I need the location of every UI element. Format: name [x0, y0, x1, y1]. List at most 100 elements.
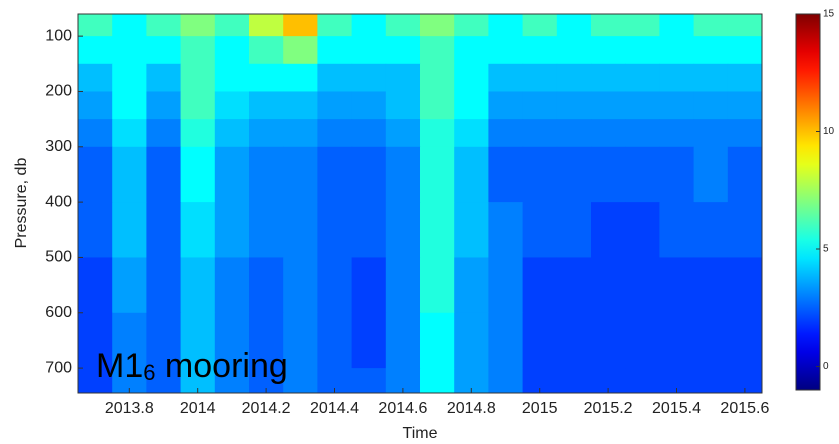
heatmap-cell: [488, 63, 524, 92]
heatmap-cell: [385, 119, 421, 148]
heatmap-cell: [249, 14, 284, 37]
heatmap-cell: [727, 36, 763, 65]
y-axis-label: Pressure, db: [13, 158, 30, 249]
heatmap-cell: [249, 91, 284, 120]
heatmap-cell: [488, 202, 524, 258]
heatmap-cell: [727, 146, 763, 203]
heatmap-cell: [214, 119, 250, 148]
heatmap-cell: [317, 257, 353, 314]
heatmap-cell: [180, 63, 216, 92]
plot-frame: [77, 13, 763, 394]
heatmap-cell: [420, 14, 455, 37]
heatmap-cell: [214, 36, 250, 65]
heatmap-cell: [112, 146, 147, 203]
x-tick-label: 2014.2: [242, 400, 291, 417]
annotation-text: M1: [96, 347, 143, 385]
heatmap-cell: [214, 91, 250, 120]
heatmap-cell: [180, 36, 216, 65]
annotation-subscript: 6: [143, 360, 155, 385]
heatmap-cell: [420, 202, 455, 258]
heatmap-cell: [591, 119, 626, 148]
heatmap-cell: [659, 14, 695, 37]
heatmap-cell: [180, 312, 216, 369]
heatmap-cell: [112, 91, 147, 120]
heatmap-cell: [625, 257, 660, 314]
heatmap-cell: [659, 63, 695, 92]
heatmap-cell: [659, 91, 695, 120]
heatmap-cell: [625, 119, 660, 148]
heatmap-cell: [146, 146, 182, 203]
heatmap-cell: [454, 14, 489, 37]
colorbar-ticks: 0 5 10 15: [816, 9, 835, 372]
heatmap-cell: [146, 36, 182, 65]
heatmap-cell: [283, 368, 318, 394]
heatmap-cell: [249, 63, 284, 92]
y-tick-label: 500: [45, 249, 72, 266]
heatmap-cell: [591, 91, 626, 120]
heatmap-cell: [659, 36, 695, 65]
heatmap-cell: [146, 63, 182, 92]
heatmap-cell: [317, 14, 353, 37]
heatmap-cell: [317, 91, 353, 120]
heatmap-cell: [214, 14, 250, 37]
heatmap-cell: [522, 14, 558, 37]
heatmap-cell: [522, 202, 558, 258]
heatmap-cell: [556, 312, 592, 369]
heatmap-cell: [454, 91, 489, 120]
heatmap-cell: [249, 257, 284, 314]
heatmap-cell: [112, 312, 147, 369]
heatmap-cell: [727, 119, 763, 148]
heatmap-cell: [522, 146, 558, 203]
heatmap-cell: [214, 257, 250, 314]
heatmap-cell: [556, 63, 592, 92]
heatmap-cell: [488, 146, 524, 203]
heatmap-cell: [351, 312, 387, 369]
heatmap-cell: [283, 257, 318, 314]
heatmap-cell: [727, 202, 763, 258]
heatmap-cell: [625, 146, 660, 203]
heatmap-cell: [727, 312, 763, 369]
heatmap-cell: [351, 91, 387, 120]
heatmap-cell: [591, 63, 626, 92]
heatmap-cell: [625, 63, 660, 92]
heatmap-cell: [351, 119, 387, 148]
heatmap-cell: [625, 312, 660, 369]
annotation: M16 mooring: [96, 347, 288, 385]
heatmap-cell: [693, 202, 729, 258]
heatmap-cell: [180, 14, 216, 37]
heatmap-cell: [420, 368, 455, 394]
x-axis-label: Time: [403, 425, 438, 442]
heatmap-cell: [146, 257, 182, 314]
heatmap-cell: [351, 63, 387, 92]
heatmap-cell: [727, 91, 763, 120]
heatmap-cell: [351, 202, 387, 258]
heatmap-cell: [591, 202, 626, 258]
heatmap-cell: [488, 257, 524, 314]
heatmap-cell: [146, 91, 182, 120]
heatmap-cell: [385, 36, 421, 65]
heatmap-cell: [659, 202, 695, 258]
colorbar-tick-label: 10: [823, 126, 835, 137]
heatmap-cell: [522, 91, 558, 120]
heatmap-cell: [625, 91, 660, 120]
colorbar-tick-label: 0: [823, 361, 829, 372]
heatmap-cell: [78, 14, 113, 37]
heatmap-cell: [180, 119, 216, 148]
heatmap-cell: [556, 257, 592, 314]
heatmap-cell: [78, 257, 113, 314]
heatmap-cell: [556, 368, 592, 394]
heatmap-cell: [146, 119, 182, 148]
heatmap-cell: [249, 36, 284, 65]
heatmap-cell: [283, 119, 318, 148]
heatmap-cell: [214, 202, 250, 258]
y-tick-label: 100: [45, 27, 72, 44]
heatmap-cell: [693, 312, 729, 369]
heatmap-cell: [112, 14, 147, 37]
heatmap-cell: [488, 14, 524, 37]
heatmap-cell: [180, 257, 216, 314]
heatmap-cell: [420, 91, 455, 120]
heatmap-cell: [556, 119, 592, 148]
heatmap-cell: [249, 146, 284, 203]
heatmap-cell: [317, 202, 353, 258]
heatmap-cell: [283, 202, 318, 258]
